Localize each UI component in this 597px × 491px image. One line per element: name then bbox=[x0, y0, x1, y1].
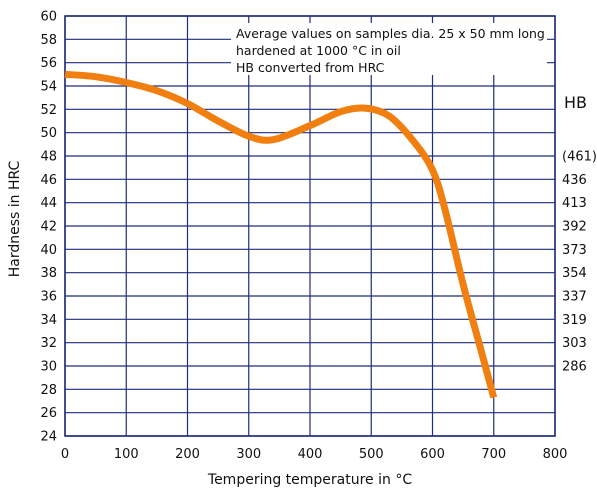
y-tick-label: 36 bbox=[40, 290, 57, 305]
y-tick-labels: 24 26 28 30 32 34 36 38 40 42 44 46 48 50 52 54 56 58 60 bbox=[40, 10, 57, 445]
y-tick-label: 48 bbox=[40, 150, 57, 165]
y-tick-label: 50 bbox=[40, 126, 57, 141]
y-tick-label: 54 bbox=[40, 80, 57, 95]
annotation-background bbox=[231, 23, 547, 75]
y-tick-label: 42 bbox=[40, 220, 57, 235]
hb-tick-label: 392 bbox=[562, 220, 587, 235]
y-axis-title: Hardness in HRC bbox=[7, 160, 23, 277]
hb-tick-label: 303 bbox=[562, 336, 587, 351]
y-tick-label: 52 bbox=[40, 103, 57, 118]
hb-axis-title: HB bbox=[564, 93, 587, 112]
y-tick-label: 56 bbox=[40, 56, 57, 71]
grid bbox=[64, 15, 556, 437]
x-tick-label: 200 bbox=[175, 447, 200, 462]
x-tick-label: 400 bbox=[298, 447, 323, 462]
x-tick-label: 300 bbox=[236, 447, 261, 462]
annotation-line-3: HB converted from HRC bbox=[236, 60, 385, 75]
hb-tick-label: 286 bbox=[562, 360, 587, 375]
x-tick-label: 700 bbox=[481, 447, 506, 462]
y-tick-label: 58 bbox=[40, 33, 57, 48]
x-tick-label: 600 bbox=[420, 447, 445, 462]
y-tick-label: 46 bbox=[40, 173, 57, 188]
y-tick-label: 60 bbox=[40, 10, 57, 25]
annotation-line-2: hardened at 1000 °C in oil bbox=[236, 43, 401, 58]
hb-tick-labels: (461) 436 413 392 373 354 337 319 303 286 bbox=[562, 150, 597, 375]
hb-tick-label: 337 bbox=[562, 290, 587, 305]
hb-tick-label: 436 bbox=[562, 173, 587, 188]
y-tick-label: 38 bbox=[40, 266, 57, 281]
plot-frame bbox=[64, 15, 556, 437]
hb-tick-label: 319 bbox=[562, 313, 587, 328]
y-tick-label: 28 bbox=[40, 383, 57, 398]
y-tick-label: 26 bbox=[40, 406, 57, 421]
y-tick-label: 24 bbox=[40, 430, 57, 445]
y-tick-label: 30 bbox=[40, 360, 57, 375]
hb-tick-label: (461) bbox=[562, 150, 597, 165]
x-tick-label: 800 bbox=[543, 447, 568, 462]
hb-tick-label: 413 bbox=[562, 196, 587, 211]
hb-tick-label: 373 bbox=[562, 243, 587, 258]
y-tick-label: 34 bbox=[40, 313, 57, 328]
hb-tick-label: 354 bbox=[562, 266, 587, 281]
hardness-curve bbox=[64, 70, 498, 399]
y-tick-label: 44 bbox=[40, 196, 57, 211]
x-tick-label: 0 bbox=[61, 447, 69, 462]
x-tick-labels: 0 100 200 300 400 500 600 700 800 bbox=[61, 447, 568, 462]
x-axis-title: Tempering temperature in °C bbox=[207, 472, 412, 488]
y-tick-label: 32 bbox=[40, 336, 57, 351]
annotation-line-1: Average values on samples dia. 25 x 50 m… bbox=[236, 26, 545, 41]
x-tick-label: 100 bbox=[114, 447, 139, 462]
x-tick-label: 500 bbox=[359, 447, 384, 462]
y-tick-label: 40 bbox=[40, 243, 57, 258]
